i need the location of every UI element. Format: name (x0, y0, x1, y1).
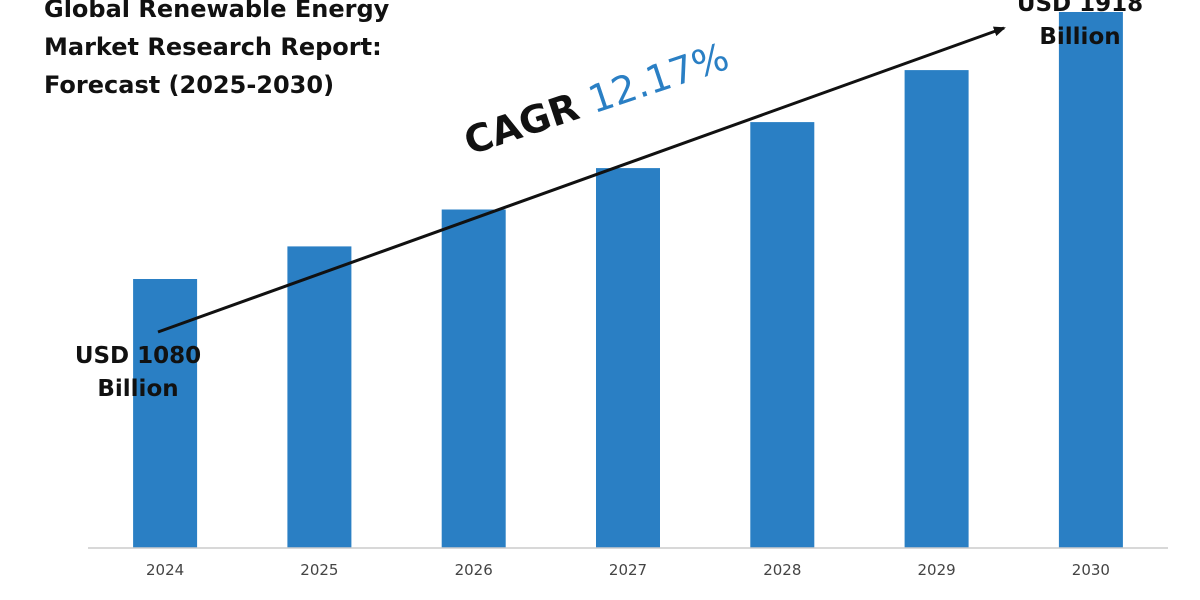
bar-2025 (287, 246, 352, 548)
chart-title: Global Renewable Energy Market Research … (44, 0, 464, 104)
x-tick-label-2024: 2024 (146, 561, 184, 579)
bar-2027 (596, 168, 660, 548)
end-value-line-1: USD 1918 (1016, 0, 1144, 17)
bar-2028 (750, 122, 815, 548)
bar-2029 (904, 70, 969, 548)
x-tick-labels: 2024 2025 2026 2027 2028 2029 2030 (146, 561, 1110, 579)
bar-2030 (1058, 12, 1123, 548)
bar-2026 (441, 209, 506, 548)
chart-title-line-3: Forecast (2025-2030) (44, 71, 335, 99)
x-tick-label-2030: 2030 (1072, 561, 1110, 579)
chart-title-line-2: Market Research Report: (44, 33, 382, 61)
x-tick-label-2025: 2025 (300, 561, 338, 579)
end-value-line-2: Billion (1039, 24, 1121, 50)
start-value-label: USD 1080 Billion (58, 340, 218, 406)
x-tick-label-2028: 2028 (763, 561, 801, 579)
growth-arrow (157, 26, 1006, 334)
start-value-line-2: Billion (97, 376, 179, 402)
x-tick-label-2026: 2026 (455, 561, 493, 579)
bars (133, 12, 1123, 548)
bar-2024 (133, 279, 198, 548)
chart-title-line-1: Global Renewable Energy (44, 0, 390, 23)
x-tick-label-2029: 2029 (918, 561, 956, 579)
end-value-label: USD 1918 Billion (1010, 0, 1150, 54)
start-value-line-1: USD 1080 (74, 343, 202, 369)
x-tick-label-2027: 2027 (609, 561, 647, 579)
